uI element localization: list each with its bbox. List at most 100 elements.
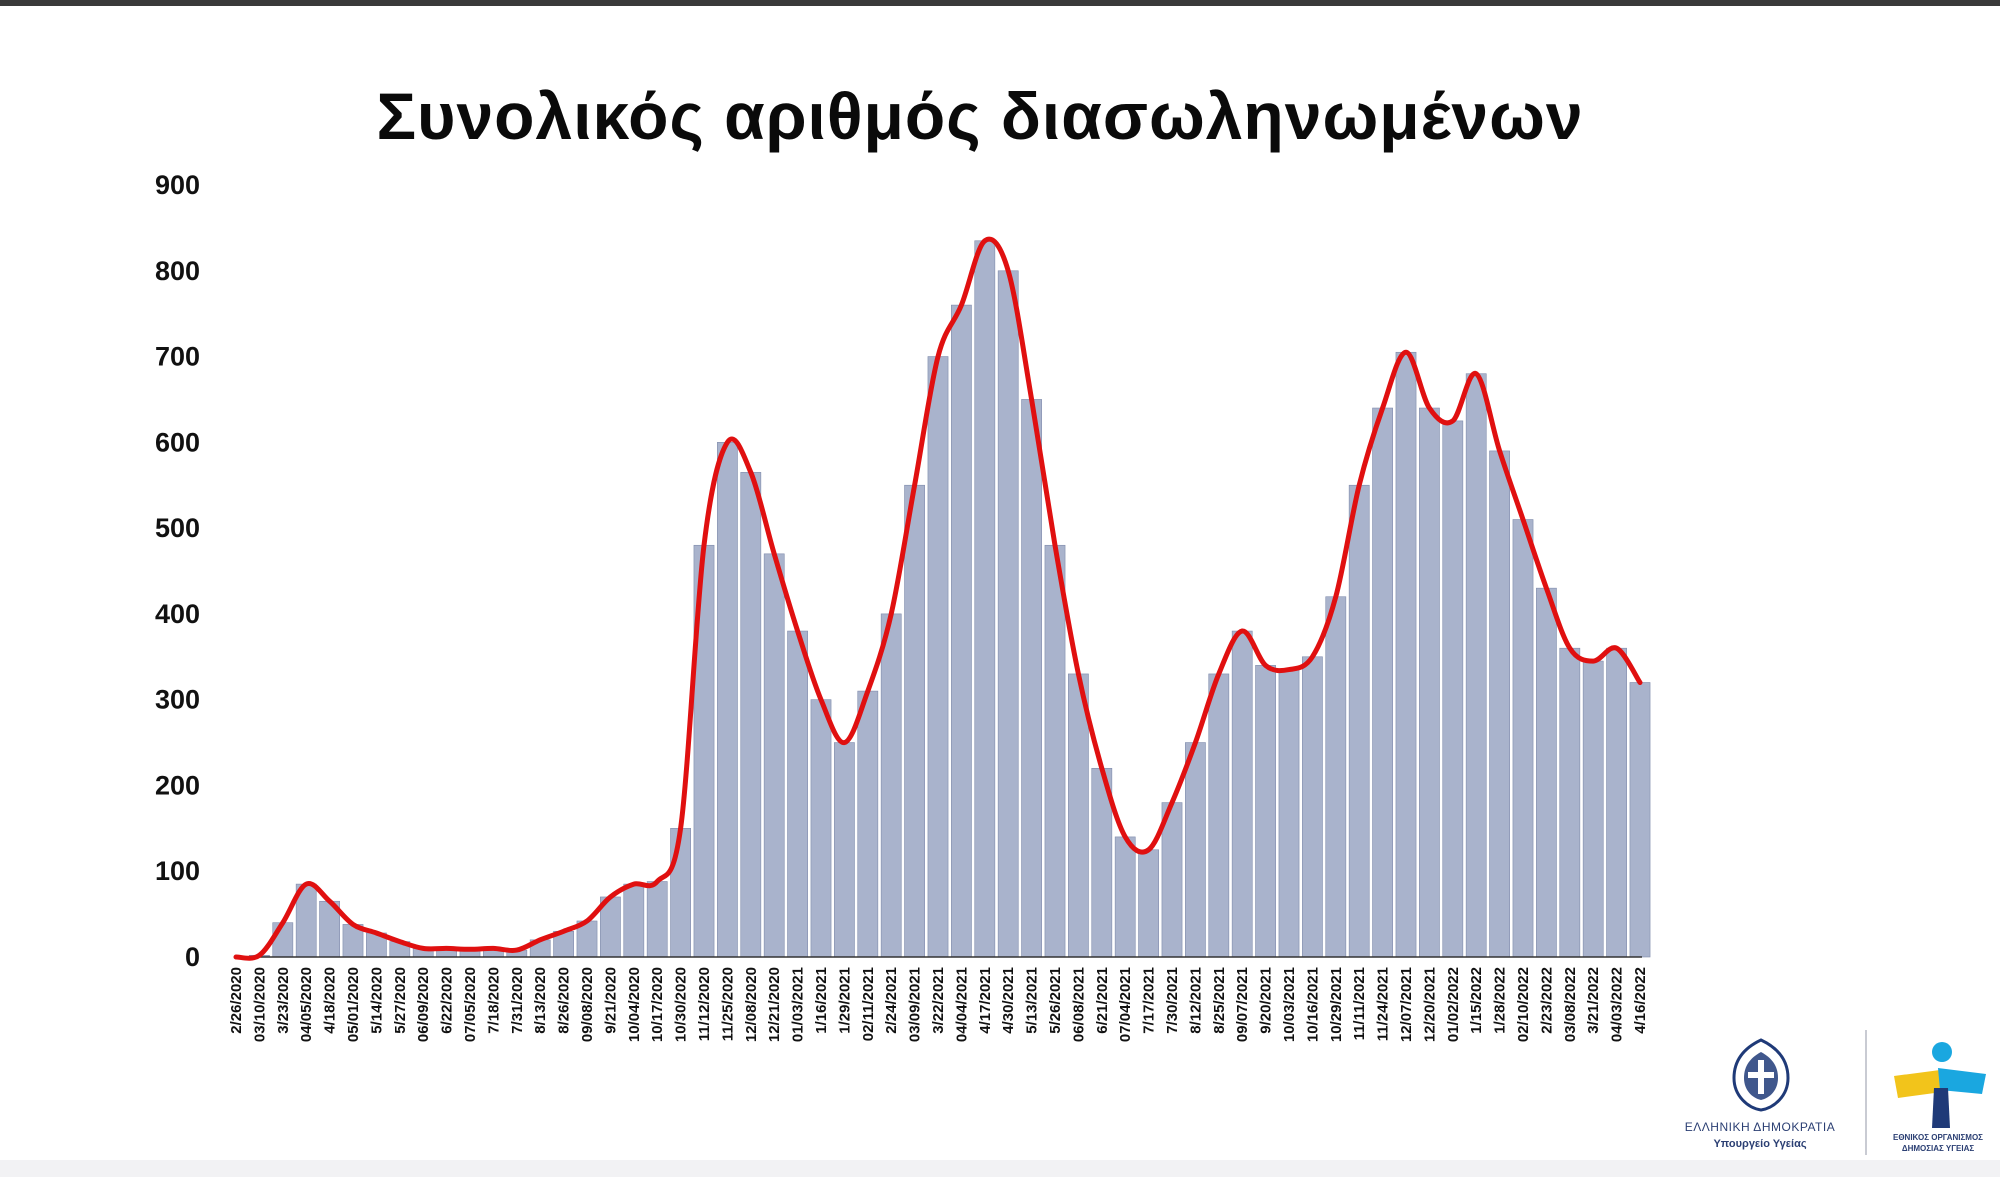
logo-divider (1865, 1030, 1867, 1155)
bar (646, 881, 668, 958)
bar (1536, 587, 1557, 958)
x-tick-label: 10/03/2021 (1281, 967, 1298, 1042)
y-tick-label: 600 (155, 427, 200, 457)
x-tick-label: 2/24/2021 (883, 967, 900, 1034)
x-tick-label: 09/08/2020 (579, 967, 596, 1042)
x-tick-label: 7/17/2021 (1141, 967, 1158, 1034)
bar (880, 613, 902, 958)
bar-series (249, 240, 1651, 958)
x-tick-label: 5/13/2021 (1024, 967, 1041, 1034)
y-tick-label: 100 (155, 856, 200, 886)
x-tick-label: 2/23/2022 (1538, 967, 1555, 1034)
x-tick-label: 02/11/2021 (860, 967, 877, 1041)
x-tick-label: 10/16/2021 (1304, 967, 1321, 1042)
x-tick-label: 11/25/2020 (719, 967, 736, 1041)
x-tick-label: 1/28/2022 (1492, 967, 1509, 1034)
bar (717, 442, 738, 958)
x-tick-label: 05/01/2020 (345, 967, 362, 1042)
greek-emblem-icon (1732, 1038, 1790, 1112)
ministry-logo: ΕΛΛΗΝΙΚΗ ΔΗΜΟΚΡΑΤΙΑ Υπουργείο Υγείας (1660, 1020, 1860, 1160)
y-tick-label: 0 (185, 942, 200, 972)
x-tick-label: 4/18/2020 (322, 967, 339, 1034)
x-tick-label: 5/26/2021 (1047, 967, 1064, 1034)
x-tick-label: 6/21/2021 (1094, 967, 1111, 1034)
x-tick-label: 8/26/2020 (556, 967, 573, 1034)
eody-line2: ΔΗΜΟΣΙΑΣ ΥΓΕΙΑΣ (1901, 1144, 1975, 1153)
x-tick-label: 6/22/2020 (439, 967, 456, 1034)
y-tick-label: 900 (155, 170, 200, 200)
x-tick-label: 2/26/2020 (228, 967, 245, 1034)
bar (1138, 849, 1159, 958)
bar (623, 883, 645, 958)
eody-line1: ΕΘΝΙΚΟΣ ΟΡΓΑΝΙΣΜΟΣ (1893, 1133, 1983, 1142)
bar (857, 690, 879, 958)
bar (1442, 420, 1464, 958)
y-tick-label: 700 (155, 342, 200, 372)
x-tick-label: 06/09/2020 (415, 967, 432, 1042)
bar (1629, 682, 1651, 958)
x-tick-label: 11/12/2020 (696, 967, 713, 1041)
top-border (0, 0, 2000, 6)
x-tick-label: 5/14/2020 (368, 967, 385, 1034)
bar (1489, 450, 1510, 958)
x-tick-label: 4/17/2021 (977, 967, 994, 1034)
logos-block: ΕΛΛΗΝΙΚΗ ΔΗΜΟΚΡΑΤΙΑ Υπουργείο Υγείας ΕΘΝ… (1660, 1020, 2000, 1160)
x-tick-label: 9/20/2021 (1258, 967, 1275, 1034)
bar (904, 484, 925, 958)
x-tick-label: 1/15/2022 (1468, 967, 1485, 1034)
y-axis-labels: 0 100 200 300 400 500 600 700 800 900 (155, 170, 200, 972)
bar (1021, 399, 1042, 958)
bar (1559, 647, 1581, 958)
y-tick-label: 400 (155, 599, 200, 629)
x-tick-label: 10/29/2021 (1328, 967, 1345, 1042)
x-tick-label: 11/24/2021 (1375, 967, 1392, 1041)
x-tick-label: 9/21/2020 (602, 967, 619, 1034)
bar (1068, 673, 1089, 958)
x-tick-label: 04/03/2022 (1609, 967, 1626, 1042)
x-tick-label: 8/25/2021 (1211, 967, 1228, 1034)
x-tick-label: 03/08/2022 (1562, 967, 1579, 1042)
bar (1606, 647, 1627, 958)
bar (1465, 373, 1487, 958)
eody-text: ΕΘΝΙΚΟΣ ΟΡΓΑΝΙΣΜΟΣ ΔΗΜΟΣΙΑΣ ΥΓΕΙΑΣ (1876, 1132, 2000, 1154)
bottom-strip (0, 1160, 2000, 1177)
x-tick-label: 10/04/2020 (626, 967, 643, 1042)
x-tick-label: 07/04/2021 (1117, 967, 1134, 1042)
x-tick-label: 12/07/2021 (1398, 967, 1415, 1042)
eody-logo-icon (1894, 1042, 1986, 1128)
bar (1231, 630, 1253, 958)
ministry-line1: ΕΛΛΗΝΙΚΗ ΔΗΜΟΚΡΑΤΙΑ (1684, 1120, 1836, 1134)
bar (1512, 519, 1534, 958)
x-tick-label: 7/18/2020 (485, 967, 502, 1034)
bar (1208, 673, 1230, 958)
ministry-line2: Υπουργείο Υγείας (1713, 1138, 1807, 1150)
x-tick-label: 04/04/2021 (953, 967, 970, 1042)
bar (927, 356, 949, 958)
x-tick-label: 09/07/2021 (1234, 967, 1251, 1042)
bar (1255, 665, 1276, 958)
x-tick-label: 10/30/2020 (673, 967, 690, 1042)
x-tick-label: 5/27/2020 (392, 967, 409, 1034)
x-tick-label: 06/08/2021 (1070, 967, 1087, 1042)
bar (1278, 669, 1300, 958)
x-axis-labels: 2/26/2020 03/10/2020 3/23/2020 04/05/2020 4/… (228, 967, 1649, 1042)
x-tick-label: 10/17/2020 (649, 967, 666, 1042)
bar (1114, 836, 1136, 958)
bar (1325, 596, 1347, 958)
bar (763, 553, 785, 958)
bar (997, 270, 1019, 958)
x-tick-label: 11/11/2021 (1351, 967, 1368, 1040)
bar (951, 304, 972, 958)
x-tick-label: 03/09/2021 (907, 967, 924, 1042)
y-tick-label: 200 (155, 770, 200, 800)
x-tick-label: 1/29/2021 (836, 967, 853, 1034)
x-tick-label: 8/13/2020 (532, 967, 549, 1034)
x-tick-label: 02/10/2022 (1515, 967, 1532, 1042)
bar (834, 742, 855, 958)
x-tick-label: 7/31/2020 (509, 967, 526, 1034)
bar (1372, 407, 1393, 958)
x-tick-label: 01/03/2021 (790, 967, 807, 1042)
y-tick-label: 300 (155, 685, 200, 715)
x-tick-label: 12/08/2020 (743, 967, 760, 1042)
